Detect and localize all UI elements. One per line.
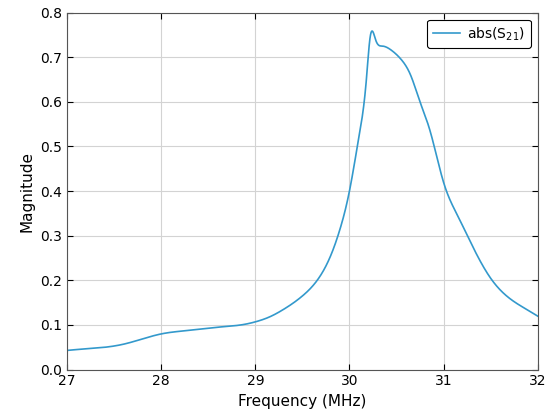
Y-axis label: Magnitude: Magnitude bbox=[20, 151, 35, 231]
X-axis label: Frequency (MHz): Frequency (MHz) bbox=[238, 394, 367, 409]
Legend: abs(S$_{21}$): abs(S$_{21}$) bbox=[427, 20, 531, 48]
